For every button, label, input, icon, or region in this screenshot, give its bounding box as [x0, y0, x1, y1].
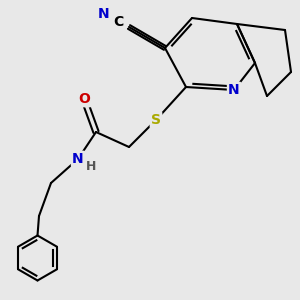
Text: N: N: [98, 7, 109, 20]
Text: C: C: [113, 16, 124, 29]
Text: H: H: [86, 160, 97, 173]
Text: S: S: [151, 113, 161, 127]
Text: N: N: [72, 152, 84, 166]
Text: N: N: [228, 83, 240, 97]
Text: O: O: [78, 92, 90, 106]
